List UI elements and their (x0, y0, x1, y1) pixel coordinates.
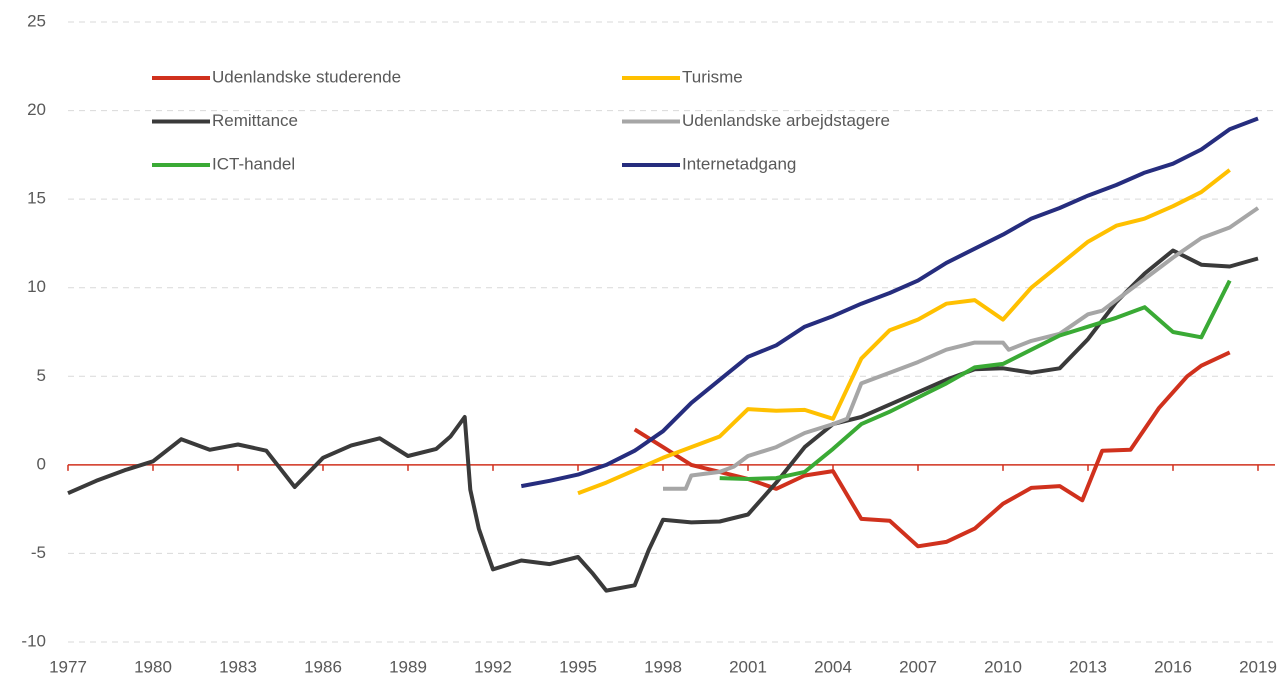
x-tick-label: 2007 (899, 657, 937, 676)
x-tick-label: 1992 (474, 657, 512, 676)
x-tick-label: 2019 (1239, 657, 1277, 676)
y-tick-label: 0 (37, 454, 46, 473)
legend-label: Remittance (212, 111, 298, 130)
series-line (577, 168, 1231, 496)
y-tick-label: -5 (31, 543, 46, 562)
y-tick-label: 5 (37, 366, 46, 385)
series-line (633, 350, 1231, 549)
x-tick-label: 1989 (389, 657, 427, 676)
x-tick-label: 2013 (1069, 657, 1107, 676)
series-line (67, 248, 1259, 593)
legend-label: Udenlandske studerende (212, 67, 401, 86)
series-line (520, 116, 1259, 489)
x-tick-label: 1995 (559, 657, 597, 676)
legend-label: ICT-handel (212, 154, 295, 173)
legend-label: Internetadgang (682, 154, 796, 173)
series-line (719, 279, 1232, 481)
series-line (663, 206, 1260, 491)
x-tick-label: 1977 (49, 657, 87, 676)
x-tick-label: 2004 (814, 657, 852, 676)
y-tick-label: 15 (27, 189, 46, 208)
x-tick-label: 2016 (1154, 657, 1192, 676)
x-tick-label: 1998 (644, 657, 682, 676)
y-tick-label: 10 (27, 277, 46, 296)
x-tick-label: 2010 (984, 657, 1022, 676)
x-tick-label: 1983 (219, 657, 257, 676)
x-tick-label: 2001 (729, 657, 767, 676)
x-tick-label: 1986 (304, 657, 342, 676)
y-tick-label: 20 (27, 100, 46, 119)
legend-label: Turisme (682, 67, 743, 86)
x-tick-label: 1980 (134, 657, 172, 676)
legend-label: Udenlandske arbejdstagere (682, 111, 890, 130)
y-tick-label: 25 (27, 11, 46, 30)
y-tick-label: -10 (21, 631, 46, 650)
